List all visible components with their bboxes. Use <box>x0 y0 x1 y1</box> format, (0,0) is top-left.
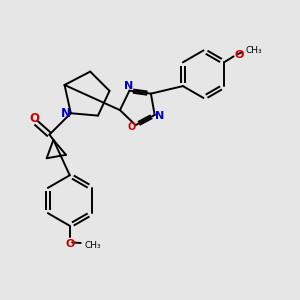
Text: CH₃: CH₃ <box>245 46 262 55</box>
Text: N: N <box>61 107 70 120</box>
Text: O: O <box>30 112 40 125</box>
Text: O: O <box>65 238 74 249</box>
Text: N: N <box>124 82 133 92</box>
Text: N: N <box>154 111 164 121</box>
Text: O: O <box>234 50 244 61</box>
Text: CH₃: CH₃ <box>85 241 101 250</box>
Text: O: O <box>128 122 136 132</box>
